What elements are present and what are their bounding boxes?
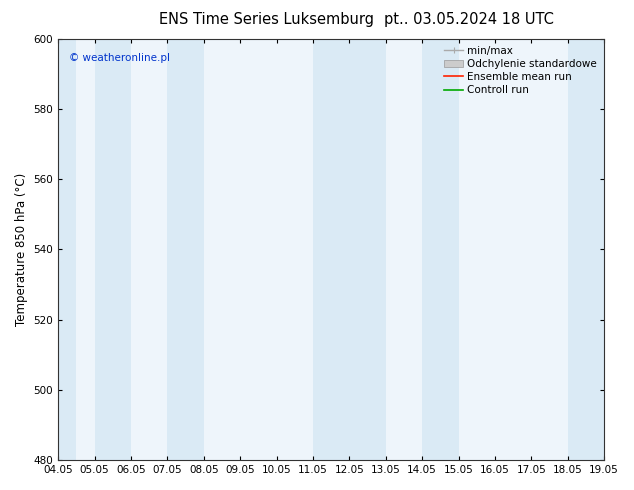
Text: pt.. 03.05.2024 18 UTC: pt.. 03.05.2024 18 UTC: [384, 12, 554, 27]
Bar: [94, 39, 131, 460]
Bar: [422, 39, 458, 460]
Bar: [167, 39, 204, 460]
Text: ENS Time Series Luksemburg: ENS Time Series Luksemburg: [158, 12, 374, 27]
Text: © weatheronline.pl: © weatheronline.pl: [69, 53, 170, 63]
Bar: [313, 39, 385, 460]
Bar: [567, 39, 604, 460]
Y-axis label: Temperature 850 hPa (°C): Temperature 850 hPa (°C): [15, 173, 28, 326]
Bar: [58, 39, 76, 460]
Legend: min/max, Odchylenie standardowe, Ensemble mean run, Controll run: min/max, Odchylenie standardowe, Ensembl…: [440, 42, 601, 99]
